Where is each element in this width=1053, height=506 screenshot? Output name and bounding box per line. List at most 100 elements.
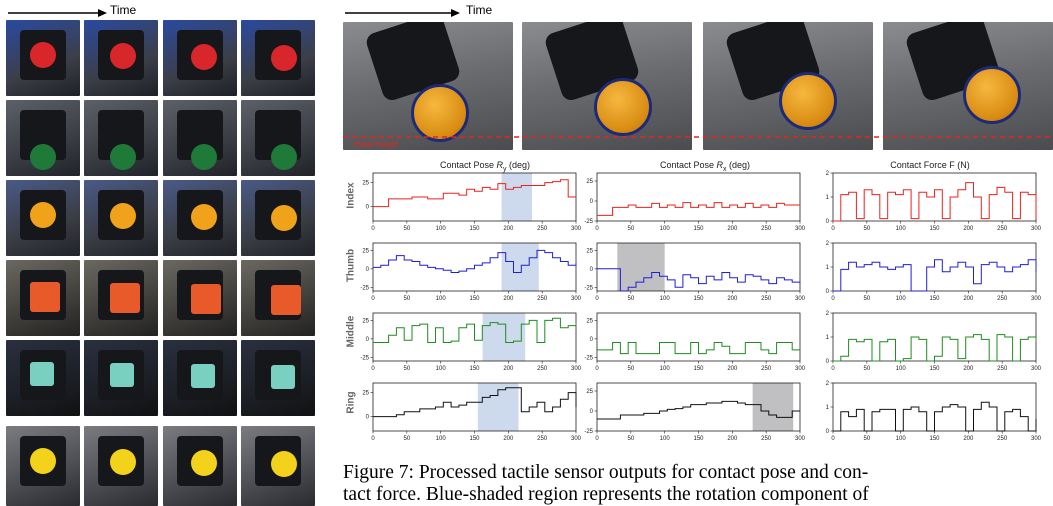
left-photo xyxy=(241,20,315,96)
x-tick-label: 0 xyxy=(831,296,835,302)
initial-height-label: Initial Height xyxy=(354,140,399,149)
y-tick-label: -25 xyxy=(584,219,593,225)
grasped-object xyxy=(271,144,297,170)
grasped-object xyxy=(30,362,54,386)
grasped-object xyxy=(30,202,56,228)
x-tick-label: 200 xyxy=(963,366,974,372)
left-time-label: Time xyxy=(110,3,137,17)
x-tick-label: 100 xyxy=(660,296,671,302)
y-tick-label: 0 xyxy=(366,267,370,273)
x-tick-label: 150 xyxy=(929,366,940,372)
left-photo xyxy=(6,340,80,416)
left-photo xyxy=(6,100,80,176)
left-time-arrow xyxy=(8,9,107,17)
x-tick-label: 200 xyxy=(727,226,738,232)
y-tick-label: -25 xyxy=(360,355,369,361)
y-tick-label: 0 xyxy=(826,219,830,225)
y-tick-label: 0 xyxy=(826,429,830,435)
top-time-arrow xyxy=(345,9,460,17)
series-line-index xyxy=(373,179,576,208)
y-tick-label: 0 xyxy=(826,359,830,365)
x-tick-label: 300 xyxy=(1031,226,1042,232)
x-tick-label: 300 xyxy=(1031,366,1042,372)
x-tick-label: 0 xyxy=(831,226,835,232)
x-tick-label: 300 xyxy=(571,436,582,442)
y-tick-label: 0 xyxy=(590,267,594,273)
x-tick-label: 300 xyxy=(571,296,582,302)
shaded-region xyxy=(501,243,539,291)
x-tick-label: 150 xyxy=(693,296,704,302)
x-tick-label: 100 xyxy=(436,226,447,232)
left-photo xyxy=(163,100,237,176)
series-line-ring xyxy=(833,401,1037,432)
x-tick-label: 300 xyxy=(1031,436,1042,442)
x-tick-label: 150 xyxy=(469,366,480,372)
caption-line-1: Figure 7: Processed tactile sensor outpu… xyxy=(343,462,869,483)
grasped-object xyxy=(191,364,215,388)
y-tick-label: 1 xyxy=(826,335,830,341)
y-tick-label: 0 xyxy=(590,337,594,343)
x-tick-label: 200 xyxy=(503,226,514,232)
y-tick-label: 1 xyxy=(826,265,830,271)
grasped-object xyxy=(110,203,136,229)
x-tick-label: 300 xyxy=(795,366,806,372)
x-tick-label: 100 xyxy=(436,296,447,302)
y-tick-label: 25 xyxy=(362,248,369,254)
plot-frame xyxy=(372,382,577,432)
x-tick-label: 200 xyxy=(727,436,738,442)
series-line-middle xyxy=(597,342,800,355)
grasped-object xyxy=(110,283,140,313)
left-photo xyxy=(163,180,237,256)
x-tick-label: 250 xyxy=(997,366,1008,372)
x-tick-label: 150 xyxy=(929,296,940,302)
x-tick-label: 250 xyxy=(761,436,772,442)
x-tick-label: 200 xyxy=(963,226,974,232)
x-tick-label: 100 xyxy=(896,296,907,302)
shaded-region xyxy=(617,243,665,291)
chart-panel: 0 50 100 150 200 250 300 0 1 2 xyxy=(826,241,1042,302)
x-tick-label: 150 xyxy=(929,226,940,232)
y-tick-label: 0 xyxy=(366,337,370,343)
x-tick-label: 50 xyxy=(863,226,870,232)
y-tick-label: 2 xyxy=(826,171,830,177)
x-tick-label: 50 xyxy=(627,226,634,232)
top-photo xyxy=(883,22,1053,150)
series-line-index xyxy=(597,202,800,216)
y-tick-label: 0 xyxy=(366,415,370,421)
chart-panel: 0 50 100 150 200 250 300 0 1 2 xyxy=(826,171,1042,232)
orange-ball xyxy=(963,66,1021,124)
y-tick-label: 25 xyxy=(362,391,369,397)
left-photo xyxy=(84,180,158,256)
x-tick-label: 0 xyxy=(595,436,599,442)
y-tick-label: 1 xyxy=(826,405,830,411)
x-tick-label: 50 xyxy=(627,436,634,442)
x-tick-label: 150 xyxy=(693,436,704,442)
shaded-region xyxy=(501,173,533,221)
chart-panel: 0 50 100 150 200 250 300 0 1 2 xyxy=(826,311,1042,372)
orange-ball xyxy=(594,78,652,136)
x-tick-label: 300 xyxy=(795,436,806,442)
column-title-rx: Contact Pose Rx (deg) xyxy=(659,160,751,173)
x-tick-label: 100 xyxy=(896,436,907,442)
x-tick-label: 100 xyxy=(660,226,671,232)
grasped-object xyxy=(110,363,134,387)
x-tick-label: 250 xyxy=(537,226,548,232)
x-tick-label: 50 xyxy=(627,296,634,302)
y-tick-label: 0 xyxy=(366,205,370,211)
y-tick-label: 25 xyxy=(362,318,369,324)
x-tick-label: 200 xyxy=(503,296,514,302)
left-photo xyxy=(163,260,237,336)
y-tick-label: 25 xyxy=(586,389,593,395)
left-photo xyxy=(6,260,80,336)
grasped-object xyxy=(191,204,217,230)
left-photo xyxy=(241,180,315,256)
series-line-thumb xyxy=(833,259,1037,292)
x-tick-label: 250 xyxy=(537,366,548,372)
y-tick-label: 25 xyxy=(586,248,593,254)
x-tick-label: 150 xyxy=(469,296,480,302)
x-tick-label: 50 xyxy=(863,296,870,302)
